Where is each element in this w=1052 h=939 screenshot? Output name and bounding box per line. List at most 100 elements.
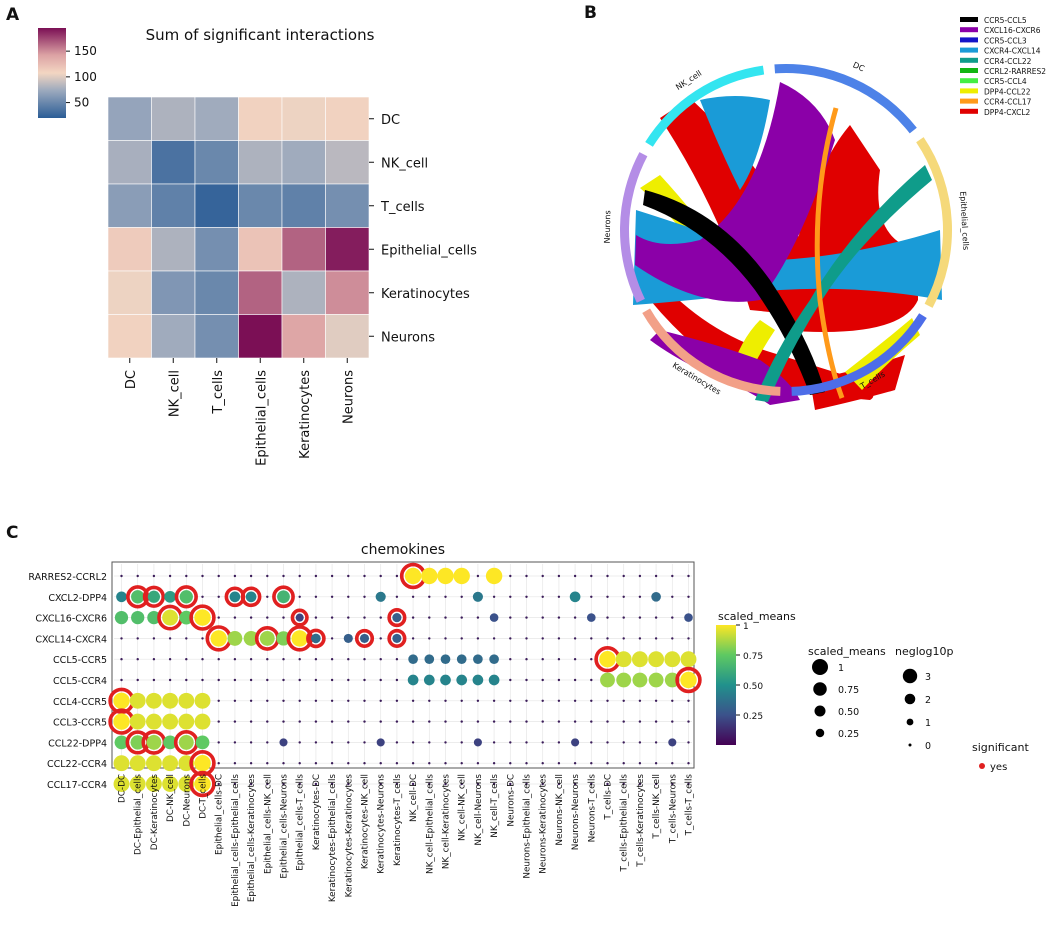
heatmap-cell bbox=[194, 314, 239, 359]
dotplot-dot bbox=[249, 782, 253, 786]
dotplot-dot bbox=[557, 595, 561, 598]
dotplot-significant-ring bbox=[290, 608, 309, 627]
dotplot-dot bbox=[392, 613, 402, 623]
heatmap-cell bbox=[194, 270, 239, 315]
dotplot-dot bbox=[428, 637, 431, 640]
dotplot-dot bbox=[654, 782, 658, 786]
dotplot-significant-ring bbox=[306, 628, 326, 649]
dotplot-dot bbox=[671, 595, 674, 598]
dotplot-dot bbox=[476, 782, 480, 786]
heatmap-colorbar-tick-label: 100 bbox=[74, 70, 97, 84]
chord-arc bbox=[916, 137, 953, 308]
dotplot-dot bbox=[379, 678, 382, 682]
dotplot-dot bbox=[233, 720, 237, 723]
dotplot-dot bbox=[509, 616, 512, 619]
dotplot-dot bbox=[557, 658, 561, 661]
dotplot-dot bbox=[201, 595, 204, 598]
heatmap-col-label: DC bbox=[124, 370, 139, 389]
dotplot-dot bbox=[407, 674, 419, 686]
dotplot-col-label: T_cells-NK_cell bbox=[652, 774, 662, 840]
dotplot-dot bbox=[129, 692, 146, 709]
dotplot-dot bbox=[243, 630, 259, 646]
dotplot-col-label: T_cells-DC bbox=[604, 774, 614, 821]
dotplot-dot bbox=[282, 616, 285, 619]
dotplot-dot bbox=[282, 720, 285, 723]
dotplot-dot bbox=[330, 762, 334, 765]
dotplot-dot bbox=[217, 782, 220, 786]
dotplot-dot bbox=[671, 720, 674, 723]
dotplot-dot bbox=[392, 633, 402, 643]
dotplot-dot bbox=[120, 658, 123, 661]
dotplot-dot bbox=[444, 637, 447, 640]
size-legend-marker bbox=[814, 705, 826, 717]
dotplot-dot bbox=[347, 741, 350, 744]
dotplot-dot bbox=[632, 672, 648, 688]
dotplot-dot bbox=[298, 762, 301, 765]
dotplot-dot bbox=[648, 672, 664, 688]
dotplot-dot bbox=[233, 678, 237, 682]
chord-group-label: DC bbox=[851, 60, 866, 73]
dotplot-dot bbox=[590, 678, 593, 682]
heatmap-row-label: Keratinocytes bbox=[381, 287, 470, 302]
dotplot-row-label: CXCL16-CXCR6 bbox=[35, 614, 107, 625]
dotplot-dot bbox=[664, 651, 681, 668]
dotplot-row-label: CXCL14-CXCR4 bbox=[35, 634, 107, 645]
dotplot-dot bbox=[411, 616, 415, 619]
dotplot-dot bbox=[194, 609, 211, 626]
dotplot-dot bbox=[569, 591, 581, 603]
dotplot-dot bbox=[606, 637, 609, 640]
dotplot-dot bbox=[573, 574, 577, 578]
dotplot-dot bbox=[266, 678, 269, 682]
dotplot-dot bbox=[428, 741, 431, 744]
heatmap-cell bbox=[151, 140, 196, 185]
dotplot-dot bbox=[606, 741, 609, 744]
dotplot-dot bbox=[130, 735, 145, 750]
dotplot-dot bbox=[201, 658, 204, 661]
dotplot-dot bbox=[615, 651, 632, 668]
dotplot-dot bbox=[437, 567, 454, 585]
dotplot-dot bbox=[444, 782, 447, 786]
significance-legend-marker bbox=[979, 763, 985, 769]
chord-arc bbox=[642, 308, 781, 396]
chord-legend-swatch bbox=[960, 37, 978, 43]
dotplot-dot bbox=[525, 574, 528, 578]
dotplot-dot bbox=[541, 782, 544, 786]
dotplot-dot bbox=[152, 678, 156, 682]
heatmap-colorbar-tick-label: 50 bbox=[74, 96, 89, 110]
dotplot-dot bbox=[428, 782, 431, 786]
dotplot-dot bbox=[573, 678, 577, 682]
dotplot-dot bbox=[136, 658, 139, 661]
chord-legend-swatch bbox=[960, 88, 978, 94]
dotplot-dot bbox=[622, 720, 625, 723]
dotplot-dot bbox=[314, 782, 318, 786]
dotplot-dot bbox=[330, 574, 334, 578]
dotplot-dot bbox=[282, 678, 285, 682]
dotplot-dot bbox=[444, 595, 447, 598]
dotplot-col-label: T_cells-Epithelial_cells bbox=[620, 774, 630, 873]
dotplot-dot bbox=[363, 782, 366, 786]
dotplot-dot bbox=[587, 613, 596, 622]
dotplot-significant-ring bbox=[174, 585, 198, 609]
dotplot-dot bbox=[509, 762, 512, 765]
dotplot-dot bbox=[379, 637, 382, 640]
dotplot-dot bbox=[472, 591, 483, 602]
dotplot-dot bbox=[179, 590, 193, 604]
dotplot-dot bbox=[541, 678, 544, 682]
heatmap-cell bbox=[151, 270, 196, 315]
dotplot-dot bbox=[291, 630, 308, 647]
dotplot-dot bbox=[638, 595, 642, 598]
dotplot-dot bbox=[152, 637, 156, 640]
dotplot-dot bbox=[525, 741, 528, 744]
dotplot-dot bbox=[509, 699, 512, 702]
dotplot-dot bbox=[129, 713, 146, 730]
dotplot-dot bbox=[113, 776, 130, 792]
dotplot-dot bbox=[116, 591, 127, 603]
dotplot-dot bbox=[557, 574, 561, 578]
dotplot-dot bbox=[129, 776, 146, 792]
dotplot-dot bbox=[249, 762, 253, 765]
dotplot-dot bbox=[164, 590, 176, 603]
dotplot-dot bbox=[654, 720, 658, 723]
dotplot-dot bbox=[606, 782, 609, 786]
dotplot-dot bbox=[573, 762, 577, 765]
dotplot-dot bbox=[411, 720, 415, 723]
